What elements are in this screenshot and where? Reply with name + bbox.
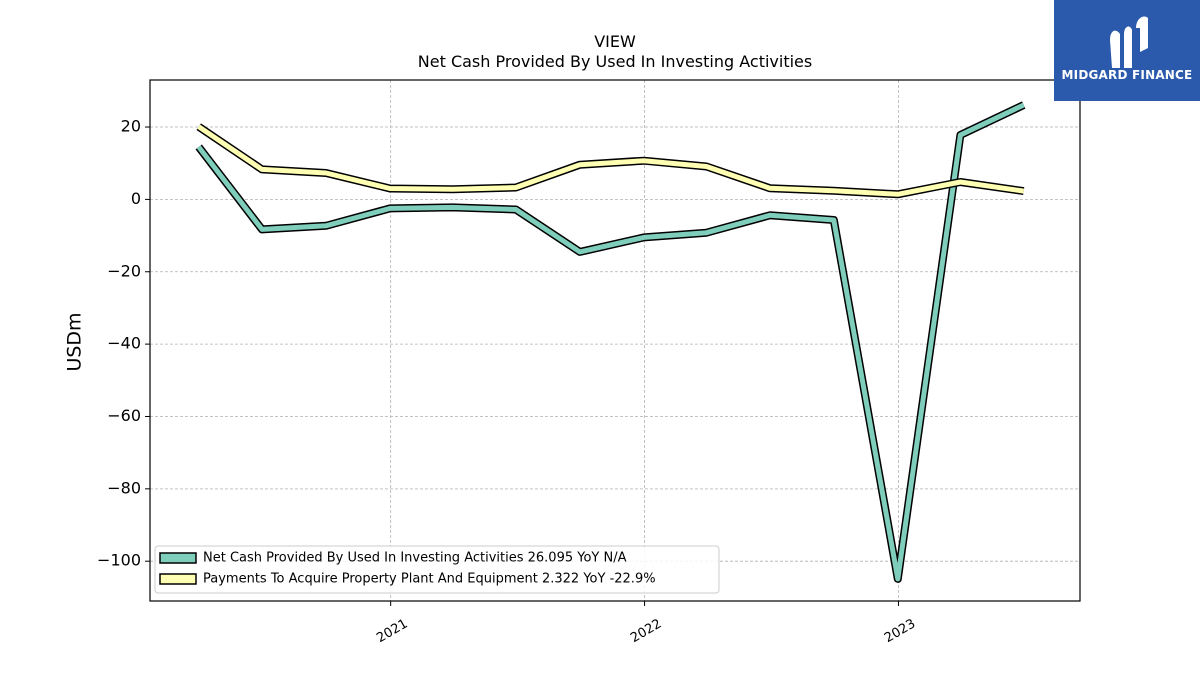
y-tick-label: −60	[107, 406, 141, 425]
y-axis-label: USDm	[64, 312, 86, 371]
logo-text: MIDGARD FINANCE	[1061, 68, 1193, 82]
series-lines	[195, 101, 1026, 583]
series-line-1	[197, 124, 1025, 197]
x-tick-label: 2023	[882, 617, 918, 647]
company-logo: MIDGARD FINANCE	[1054, 0, 1200, 101]
y-tick-label: −20	[107, 261, 141, 280]
legend-label-0: Net Cash Provided By Used In Investing A…	[203, 551, 627, 566]
y-tick-label: 20	[121, 117, 141, 136]
logo-mark-icon	[1110, 16, 1148, 68]
legend-box	[154, 545, 720, 594]
legend-swatch-0	[159, 552, 197, 564]
plot-frame	[149, 79, 1081, 602]
y-tick-label: −80	[107, 478, 141, 497]
x-axis: 2021 2022 2023	[374, 601, 918, 646]
chart-title: VIEW	[594, 32, 636, 51]
y-axis: 20 0 −20 −40 −60 −80 −100	[97, 117, 150, 570]
y-tick-label: −40	[107, 334, 141, 353]
x-tick-label: 2021	[374, 617, 410, 647]
x-tick-label: 2022	[628, 617, 664, 647]
y-tick-label: 0	[131, 189, 141, 208]
legend-swatch-1	[159, 573, 197, 585]
legend: Net Cash Provided By Used In Investing A…	[154, 545, 720, 594]
grid	[150, 80, 1080, 601]
chart-subtitle: Net Cash Provided By Used In Investing A…	[417, 52, 813, 71]
legend-label-1: Payments To Acquire Property Plant And E…	[203, 572, 656, 587]
y-tick-label: −100	[97, 551, 141, 570]
series-line-0	[196, 102, 1025, 582]
